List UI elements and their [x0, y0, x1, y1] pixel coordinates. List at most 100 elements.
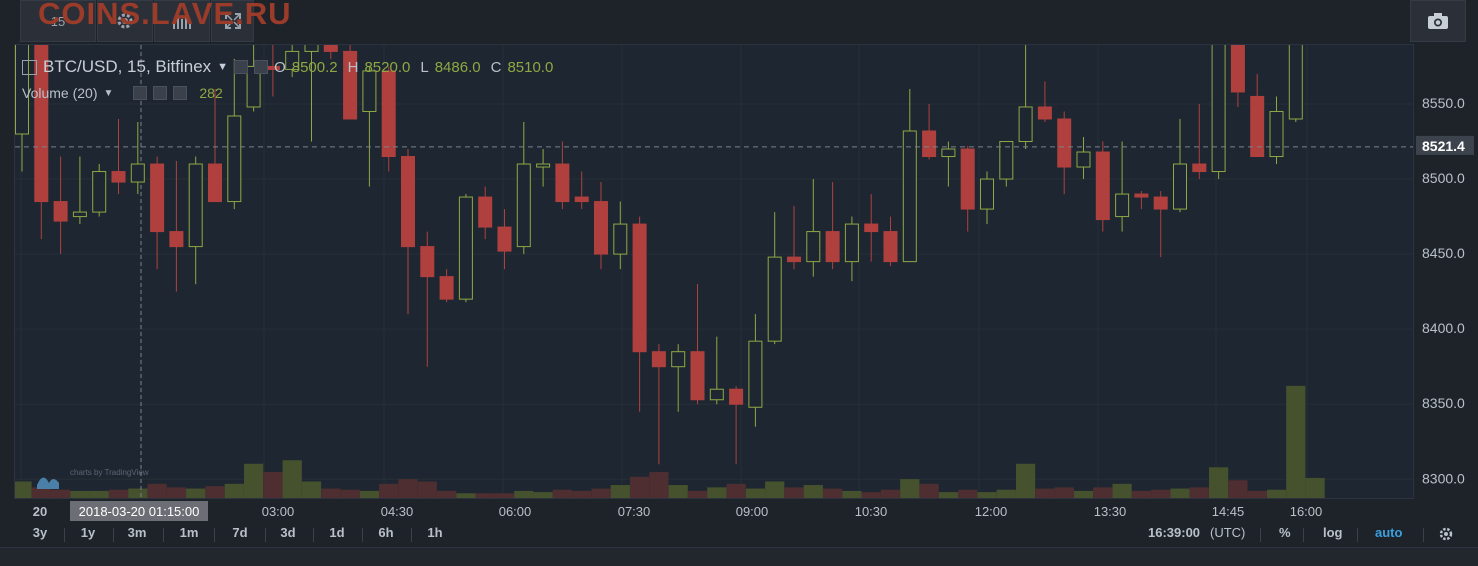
- separator: [163, 528, 164, 542]
- range-button-1d[interactable]: 1d: [329, 525, 345, 540]
- time-axis[interactable]: 20 03:00 04:30 06:00 07:30 09:00 10:30 12:00 13:…: [0, 500, 1478, 524]
- volume-bar: [977, 492, 997, 498]
- volume-bar: [630, 476, 650, 498]
- candle-body: [1095, 151, 1110, 221]
- candle-body: [709, 388, 724, 401]
- candle-body: [729, 388, 744, 405]
- volume-bar: [919, 483, 939, 498]
- timezone-label[interactable]: (UTC): [1210, 525, 1246, 540]
- range-button-3y[interactable]: 3y: [32, 525, 48, 540]
- candle-body: [555, 163, 570, 203]
- candle-body: [806, 231, 821, 263]
- range-button-3m[interactable]: 3m: [127, 525, 147, 540]
- candle-body: [169, 231, 184, 248]
- candle-body: [1288, 45, 1303, 120]
- volume-bar: [205, 486, 225, 498]
- time-tick-label: 10:30: [854, 504, 888, 519]
- candle-body: [343, 50, 358, 120]
- close-icon[interactable]: [173, 86, 188, 100]
- range-button-1y[interactable]: 1y: [80, 525, 96, 540]
- volume-bar: [437, 490, 457, 498]
- snapshot-button[interactable]: [1410, 0, 1466, 42]
- price-axis[interactable]: 8300.08350.08400.08450.08500.08550.08600…: [1414, 20, 1478, 499]
- range-button-7d[interactable]: 7d: [232, 525, 248, 540]
- candle-body: [999, 141, 1014, 180]
- volume-bar: [128, 488, 148, 498]
- range-button-6h[interactable]: 6h: [378, 525, 394, 540]
- percent-toggle[interactable]: %: [1279, 525, 1291, 540]
- open-value: 8500.2: [291, 58, 338, 76]
- visibility-icon[interactable]: [133, 86, 148, 100]
- candle-body: [767, 256, 782, 342]
- range-button-3d[interactable]: 3d: [280, 525, 296, 540]
- crosshair-price-label: 8521.4: [1422, 138, 1465, 154]
- symbol-title[interactable]: BTC/USD, 15, Bitfinex: [43, 57, 212, 76]
- volume-bar: [1073, 490, 1094, 498]
- volume-bar: [610, 485, 630, 498]
- candle-body: [671, 351, 686, 368]
- candlestick-chart[interactable]: charts by TradingView: [15, 45, 1413, 498]
- volume-bar: [15, 481, 32, 498]
- volume-bar: [398, 479, 418, 498]
- chart-toolbar: 15 COINS.LAVE.RU: [0, 0, 1478, 44]
- candle-body: [381, 70, 396, 158]
- price-tick-label: 8350.0: [1422, 395, 1465, 411]
- price-tick-label: 8300.0: [1422, 470, 1465, 486]
- candle-body: [1211, 45, 1226, 173]
- close-label: C: [490, 58, 502, 76]
- volume-bar: [668, 485, 688, 498]
- range-button-1h[interactable]: 1h: [427, 525, 443, 540]
- candle-body: [362, 70, 377, 112]
- auto-toggle[interactable]: auto: [1375, 525, 1403, 540]
- candle-body: [323, 45, 338, 52]
- separator: [313, 528, 314, 542]
- candle-body: [883, 231, 898, 263]
- candle-body: [594, 201, 608, 255]
- candle-body: [188, 163, 203, 248]
- volume-bar: [475, 493, 495, 498]
- settings-icon[interactable]: [153, 86, 168, 100]
- indicators-button[interactable]: [154, 0, 210, 42]
- symbol-legend: BTC/USD, 15, Bitfinex ▼ O 8500.2 H 8520.…: [22, 57, 557, 77]
- candle-body: [111, 171, 126, 183]
- volume-bar: [707, 487, 727, 498]
- volume-bar: [533, 492, 553, 498]
- volume-bar: [340, 489, 360, 498]
- gear-icon[interactable]: [1438, 526, 1454, 542]
- footer-strip: [0, 547, 1478, 566]
- candle-body: [1115, 193, 1130, 218]
- volume-bar: [1151, 489, 1171, 498]
- candle-body: [1018, 106, 1033, 143]
- volume-bar: [359, 490, 379, 498]
- time-tick-label: 12:00: [974, 504, 1008, 519]
- dropdown-caret-icon[interactable]: ▼: [217, 61, 229, 73]
- volume-bar: [263, 472, 283, 498]
- range-bar: 16:39:00 (UTC) % log auto 3y 1y 3m 1m 7d 3d 1d…: [0, 522, 1478, 546]
- time-tick-label: 04:30: [380, 504, 414, 519]
- settings-icon[interactable]: [254, 60, 269, 74]
- candle-body: [690, 351, 705, 401]
- volume-bar: [186, 488, 206, 498]
- range-button-1m[interactable]: 1m: [179, 525, 199, 540]
- interval-button[interactable]: 15: [20, 0, 96, 42]
- volume-legend: Volume (20) ▼ 282: [22, 85, 223, 101]
- volume-title[interactable]: Volume (20): [22, 85, 98, 101]
- volume-bar: [321, 488, 341, 498]
- volume-bar: [784, 487, 804, 498]
- time-tick-label: 06:00: [498, 504, 532, 519]
- price-tick-label: 8500.0: [1422, 170, 1465, 186]
- candle-body: [825, 231, 840, 263]
- log-toggle[interactable]: log: [1323, 525, 1343, 540]
- candle-body: [651, 351, 666, 368]
- time-tick-label: 14:45: [1211, 504, 1245, 519]
- time-tick-label: 13:30: [1093, 504, 1127, 519]
- chart-pane[interactable]: charts by TradingView: [14, 44, 1414, 499]
- settings-button[interactable]: [97, 0, 153, 42]
- visibility-icon[interactable]: [234, 60, 249, 74]
- dropdown-caret-icon[interactable]: ▼: [103, 87, 114, 99]
- separator: [214, 528, 215, 542]
- fullscreen-button[interactable]: [211, 0, 254, 42]
- collapse-icon[interactable]: [22, 59, 37, 75]
- volume-bar: [900, 479, 920, 498]
- volume-bar: [147, 483, 167, 498]
